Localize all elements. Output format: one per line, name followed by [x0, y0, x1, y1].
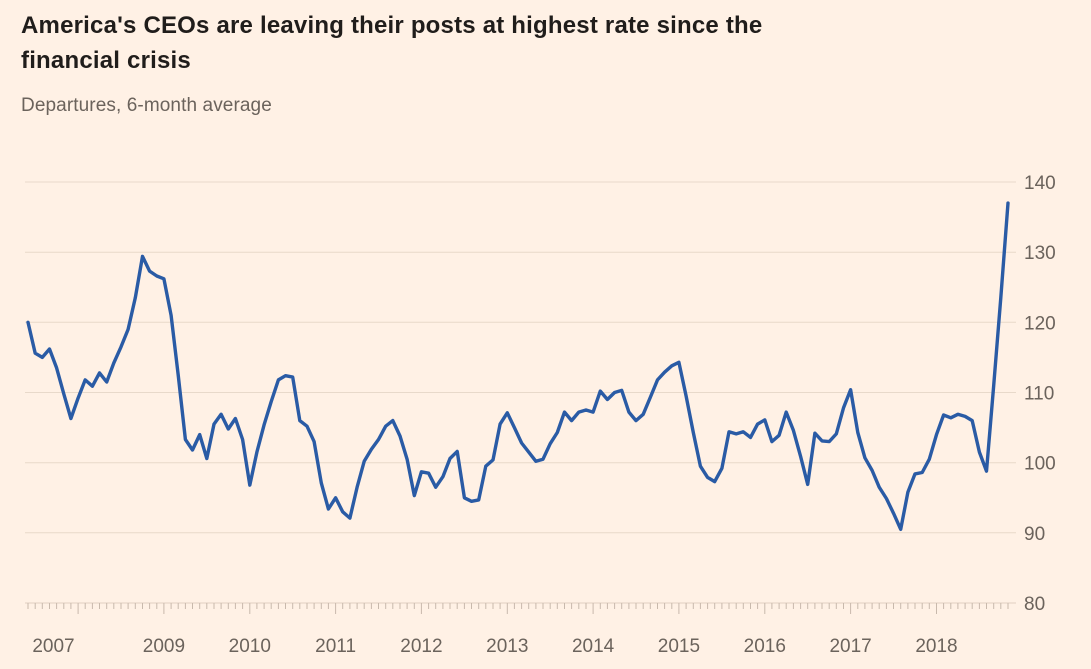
x-tick-label-2014: 2014 — [572, 636, 615, 657]
x-tick-label-2016: 2016 — [744, 636, 786, 657]
month-tick-marks — [27, 603, 1009, 614]
x-tick-label-2012: 2012 — [400, 636, 442, 657]
x-tick-label-2009: 2009 — [143, 636, 185, 657]
x-tick-label-2010: 2010 — [229, 636, 271, 657]
chart-title-line1: America's CEOs are leaving their posts a… — [21, 12, 763, 39]
y-tick-label-130: 130 — [1024, 243, 1056, 264]
ceo-departures-line — [26, 201, 1010, 531]
y-tick-label-140: 140 — [1024, 173, 1056, 194]
x-tick-label-2013: 2013 — [486, 636, 528, 657]
y-tick-label-110: 110 — [1024, 384, 1054, 405]
chart-header: America's CEOs are leaving their posts a… — [21, 8, 762, 117]
y-tick-label-100: 100 — [1024, 454, 1056, 475]
y-axis-labels: 80 90 100 110 120 130 140 — [1024, 173, 1056, 615]
gridlines — [25, 181, 1016, 604]
chart-subtitle: Departures, 6-month average — [21, 95, 272, 116]
x-tick-label-2011: 2011 — [315, 636, 356, 657]
x-tick-label-2017: 2017 — [829, 636, 871, 657]
y-tick-label-80: 80 — [1024, 594, 1045, 615]
x-tick-label-2007: 2007 — [32, 636, 74, 657]
chart-title: America's CEOs are leaving their posts a… — [21, 8, 762, 78]
x-tick-label-2018: 2018 — [915, 636, 957, 657]
chart-title-line2: financial crisis — [21, 47, 191, 74]
y-tick-label-120: 120 — [1024, 313, 1056, 334]
x-axis-year-labels: 2007 2009 2010 2011 2012 2013 2014 2015 2016 2017… — [32, 636, 957, 657]
x-tick-label-2015: 2015 — [658, 636, 700, 657]
y-tick-label-90: 90 — [1024, 524, 1045, 545]
